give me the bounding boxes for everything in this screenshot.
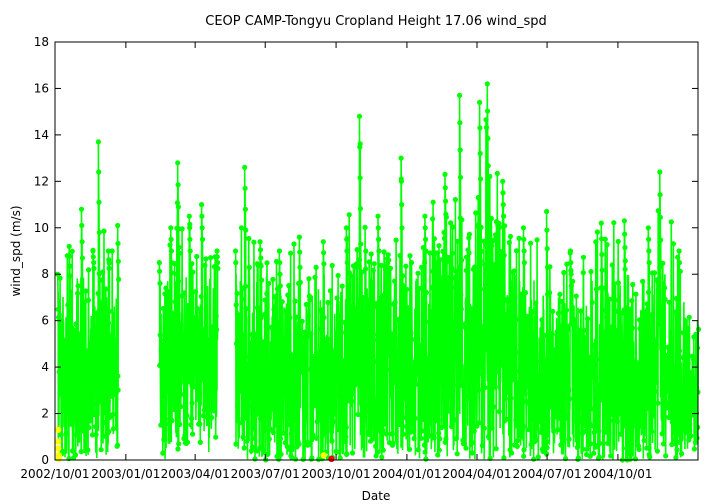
series-markers xyxy=(156,160,221,456)
y-tick-label: 18 xyxy=(34,35,49,49)
x-tick-label: 2002/10/01 xyxy=(20,467,89,481)
y-tick-label: 16 xyxy=(34,81,49,95)
y-tick-label: 6 xyxy=(41,314,49,328)
yellow-point xyxy=(54,426,62,434)
y-tick-label: 14 xyxy=(34,128,49,142)
x-tick-label: 2004/07/01 xyxy=(512,467,581,481)
y-tick-label: 8 xyxy=(41,267,49,281)
data-layer xyxy=(54,81,702,463)
x-tick-label: 2004/04/01 xyxy=(442,467,511,481)
yellow-point xyxy=(320,452,327,459)
series-markers xyxy=(55,139,122,462)
chart-title: CEOP CAMP-Tongyu Cropland Height 17.06 w… xyxy=(205,14,547,29)
x-tick-label: 2004/10/01 xyxy=(583,467,652,481)
series-markers xyxy=(232,81,702,463)
plot-frame xyxy=(54,41,699,461)
x-tick-label: 2003/04/01 xyxy=(161,467,230,481)
yellow-point xyxy=(54,438,62,445)
x-axis-label: Date xyxy=(362,489,391,503)
y-tick-label: 2 xyxy=(41,407,49,421)
yellow-point xyxy=(54,445,62,452)
y-tick-label: 12 xyxy=(34,174,49,188)
y-axis-label: wind_spd (m/s) xyxy=(9,205,23,296)
y-tick-label: 0 xyxy=(41,453,49,467)
red-point xyxy=(328,455,335,463)
x-tick-label: 2004/01/01 xyxy=(372,467,441,481)
x-tick-label: 2003/01/01 xyxy=(91,467,160,481)
y-tick-label: 4 xyxy=(41,360,49,374)
x-tick-label: 2003/07/01 xyxy=(231,467,300,481)
y-tick-label: 10 xyxy=(34,221,49,235)
yellow-point xyxy=(55,455,63,463)
x-tick-label: 2003/10/01 xyxy=(301,467,370,481)
